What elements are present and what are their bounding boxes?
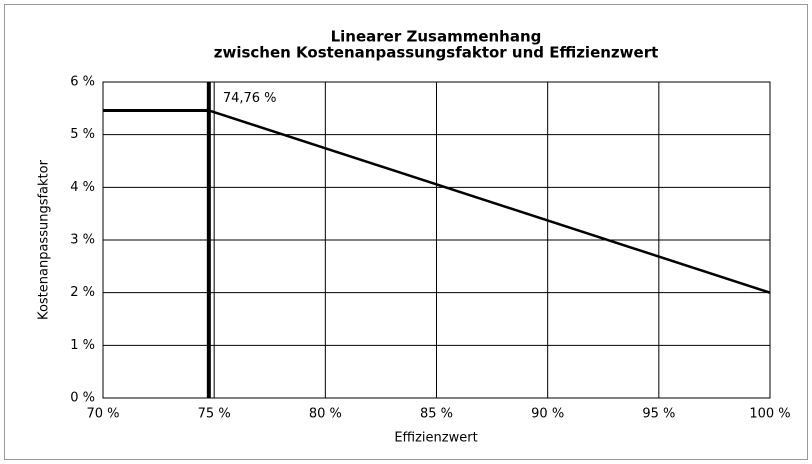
x-tick-label: 75 % xyxy=(198,407,231,422)
frame xyxy=(4,4,808,460)
x-axis-title: Effizienzwert xyxy=(394,431,477,446)
plot-frame xyxy=(102,81,771,399)
x-tick-label: 100 % xyxy=(749,407,790,422)
chart-title: zwischen Kostenanpassungsfaktor und Effi… xyxy=(214,44,659,62)
y-tick-label: 5 % xyxy=(70,127,95,142)
y-tick-label: 3 % xyxy=(70,233,95,248)
x-tick-label: 90 % xyxy=(531,407,564,422)
y-tick-label: 2 % xyxy=(70,285,95,300)
x-tick-label: 70 % xyxy=(86,407,119,422)
annotation: 74,76 % xyxy=(223,91,277,106)
x-tick-label: 95 % xyxy=(642,407,675,422)
x-tick-label: 80 % xyxy=(309,407,342,422)
data-line xyxy=(208,109,771,294)
y-tick-label: 6 % xyxy=(70,75,95,90)
y-tick-label: 4 % xyxy=(70,180,95,195)
y-tick-label: 1 % xyxy=(70,338,95,353)
x-tick-label: 85 % xyxy=(420,407,453,422)
chart-title: Linearer Zusammenhang xyxy=(331,28,542,46)
y-tick-label: 0 % xyxy=(70,391,95,406)
y-axis-title: Kostenanpassungsfaktor xyxy=(37,159,52,320)
